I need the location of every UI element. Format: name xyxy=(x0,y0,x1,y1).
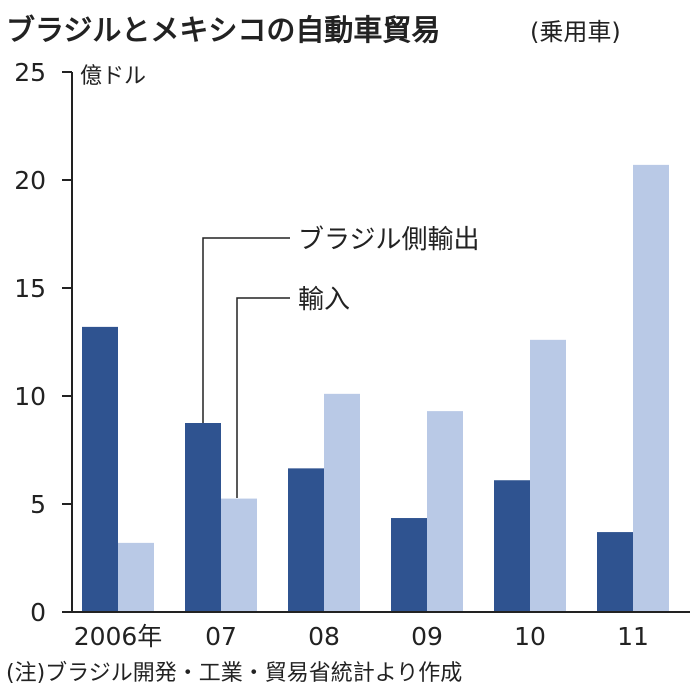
bar-export xyxy=(391,518,427,612)
y-tick-label: 10 xyxy=(14,382,46,411)
x-tick-label: 08 xyxy=(308,622,340,651)
bar-import xyxy=(633,164,669,612)
bar-export xyxy=(185,423,221,612)
x-tick-label: 11 xyxy=(617,622,649,651)
footnote: (注)ブラジル開発・工業・貿易省統計より作成 xyxy=(6,661,462,686)
annotation-line-export xyxy=(202,237,290,423)
annotation-line-import xyxy=(236,297,290,498)
bar-export xyxy=(597,532,633,612)
bar-import xyxy=(530,339,566,612)
chart-title: ブラジルとメキシコの自動車貿易 xyxy=(6,13,440,47)
x-tick-label: 07 xyxy=(205,622,237,651)
chart-subtitle: (乗用車) xyxy=(530,18,621,46)
bar-import xyxy=(118,542,154,612)
x-tick-label: 2006年 xyxy=(74,622,163,651)
bar-export xyxy=(494,480,530,612)
bar-import xyxy=(221,498,257,612)
x-tick-label: 09 xyxy=(411,622,443,651)
y-tick-label: 0 xyxy=(30,598,46,627)
bar-export xyxy=(82,326,118,612)
bar-import xyxy=(324,393,360,612)
annotation-import: 輸入 xyxy=(298,285,350,315)
y-tick-label: 15 xyxy=(14,274,46,303)
y-axis-unit: 億ドル xyxy=(80,64,146,89)
bar-export xyxy=(288,468,324,612)
y-tick-label: 25 xyxy=(14,58,46,87)
y-tick-label: 20 xyxy=(14,166,46,195)
x-tick-label: 10 xyxy=(514,622,546,651)
annotation-export: ブラジル側輸出 xyxy=(298,225,479,255)
y-tick-label: 5 xyxy=(30,490,46,519)
bar-import xyxy=(427,411,463,612)
